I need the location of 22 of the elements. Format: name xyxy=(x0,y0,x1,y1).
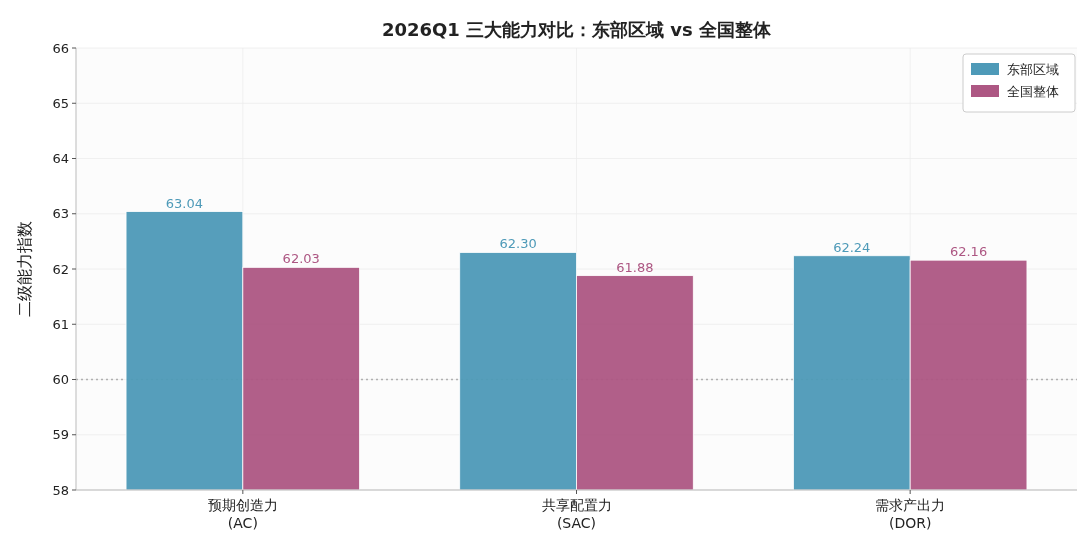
data-label: 62.03 xyxy=(282,251,320,267)
x-tick-label: 需求产出力 (DOR) xyxy=(875,497,946,531)
y-tick-label: 59 xyxy=(52,427,69,443)
y-tick-label: 62 xyxy=(52,261,69,277)
legend-label: 东部区域 xyxy=(1007,61,1059,77)
x-tick-label: 共享配置力 (SAC) xyxy=(541,497,612,531)
data-label: 61.88 xyxy=(616,259,654,275)
data-label: 62.24 xyxy=(833,239,871,255)
data-label: 62.30 xyxy=(499,236,537,252)
y-tick-label: 63 xyxy=(52,206,69,222)
y-tick-label: 66 xyxy=(52,40,69,56)
chart-title: 2026Q1 三大能力对比：东部区域 vs 全国整体 xyxy=(381,19,773,40)
x-tick-label: 预期创造力 (AC) xyxy=(207,497,278,531)
data-label: 63.04 xyxy=(165,195,204,211)
y-tick-label: 61 xyxy=(52,316,69,332)
y-axis-title: 二级能力指数 xyxy=(15,221,34,317)
y-tick-label: 58 xyxy=(52,482,69,498)
y-tick-label: 60 xyxy=(52,372,69,388)
y-tick-label: 65 xyxy=(52,95,69,111)
data-label: 62.16 xyxy=(949,244,988,260)
legend-label: 全国整体 xyxy=(1007,83,1059,99)
y-tick-label: 64 xyxy=(52,151,69,167)
